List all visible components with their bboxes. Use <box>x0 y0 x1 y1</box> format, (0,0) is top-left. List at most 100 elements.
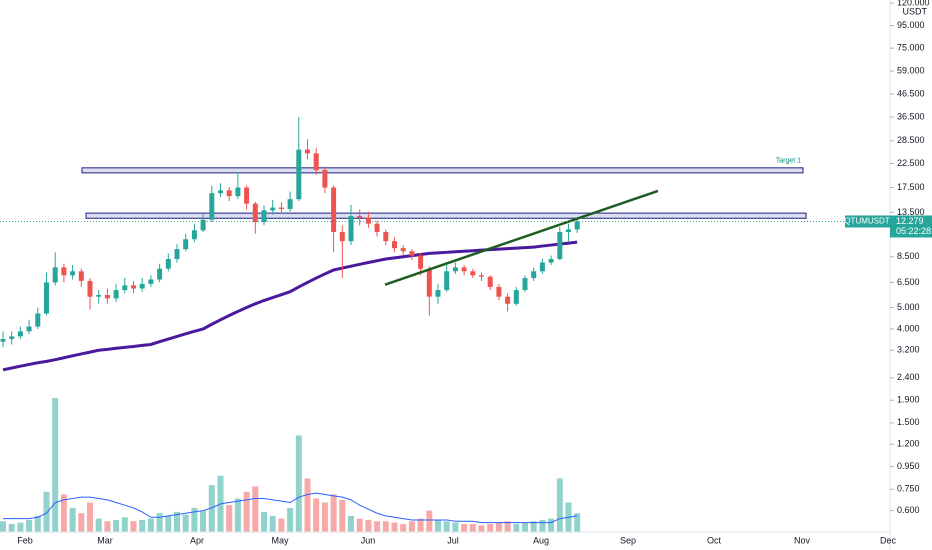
candle-body <box>96 294 102 297</box>
volume-bar <box>278 518 285 532</box>
zone <box>81 167 804 174</box>
volume-bar <box>191 507 198 532</box>
candle-body <box>400 248 406 252</box>
volume-bar <box>574 513 581 532</box>
zone-label: Target 1 <box>776 158 801 165</box>
volume-bar <box>52 398 59 532</box>
candle-body <box>566 229 571 233</box>
candle-body <box>0 339 6 342</box>
volume-bar <box>208 485 215 532</box>
candle-body <box>78 271 84 281</box>
volume-bar <box>43 491 50 532</box>
volume-bar <box>182 514 189 532</box>
candle-body <box>139 283 145 289</box>
candle-body <box>374 223 380 233</box>
volume-bar <box>408 521 415 532</box>
volume-bar <box>0 521 6 532</box>
volume-bar <box>156 513 163 532</box>
x-tick-label: Mar <box>97 535 113 545</box>
volume-bar <box>548 518 555 532</box>
candle-body <box>9 336 15 340</box>
candle-body <box>305 149 310 154</box>
plot-area: Target 1 <box>0 117 890 532</box>
y-tick-label: 0.950 <box>897 461 920 471</box>
candle-body <box>157 268 163 280</box>
y-tick-label: 2.400 <box>897 372 920 382</box>
candle-body <box>17 331 23 337</box>
y-tick-label: 4.000 <box>897 323 920 333</box>
volume-bar <box>556 478 563 532</box>
candle-body <box>61 267 67 276</box>
y-tick-label: 1.500 <box>897 417 920 427</box>
volume-bar <box>121 517 128 532</box>
candle-body <box>392 241 397 249</box>
volume-bar <box>252 486 259 532</box>
volume-bar <box>78 513 85 532</box>
candle-body <box>104 294 110 299</box>
x-tick-label: Jun <box>361 535 376 545</box>
volume-bar <box>330 494 337 532</box>
candle-body <box>244 187 250 204</box>
candle-body <box>70 271 76 276</box>
volume-bar <box>261 511 267 532</box>
candle-body <box>270 207 276 211</box>
volume-bar <box>426 510 433 532</box>
y-tick-label: 36.500 <box>897 112 925 122</box>
candle-body <box>418 255 424 269</box>
x-tick-label: Dec <box>880 535 897 545</box>
volume-bar <box>113 519 120 532</box>
y-tick-label: 13.500 <box>897 207 925 217</box>
volume-bar <box>243 491 250 532</box>
volume-bar <box>400 523 407 532</box>
y-tick-label: 95.000 <box>897 20 925 30</box>
volume-bar <box>147 518 154 532</box>
volume-bar <box>382 521 389 532</box>
volume-bar <box>287 507 294 532</box>
candle-body <box>313 153 319 171</box>
price-scale <box>890 0 932 550</box>
candle-body <box>522 278 528 291</box>
volume-bar <box>26 519 33 532</box>
volume-bar <box>174 511 180 532</box>
candle-body <box>52 267 58 283</box>
volume-bar <box>165 515 172 532</box>
y-tick-label: 75.000 <box>897 43 925 53</box>
volume-bar <box>60 494 67 532</box>
volume-bar <box>522 522 528 532</box>
candle-body <box>26 326 32 332</box>
x-tick-label: Apr <box>190 535 204 545</box>
volume-bar <box>452 522 459 532</box>
y-tick-label: 59.000 <box>897 66 925 76</box>
volume-bar <box>17 522 24 532</box>
x-tick-label: Oct <box>707 535 722 545</box>
candle-body <box>496 286 502 297</box>
y-tick-label: 3.200 <box>897 345 920 355</box>
candle-body <box>296 149 302 200</box>
volume-bar <box>356 518 363 532</box>
y-tick-label: 5.000 <box>897 302 920 312</box>
candle-body <box>122 285 128 291</box>
y-tick-label: 1.900 <box>897 395 920 405</box>
candle-body <box>191 230 197 240</box>
candle-body <box>548 258 554 263</box>
candle-body <box>452 267 458 272</box>
candle-body <box>218 190 223 194</box>
volume-bar <box>391 522 398 532</box>
volume-bar <box>417 518 424 532</box>
price-tag <box>890 215 932 238</box>
candle-body <box>44 282 49 314</box>
candle-body <box>235 187 241 197</box>
candle-body <box>287 199 293 209</box>
candle-body <box>357 216 363 218</box>
candle-body <box>383 232 389 242</box>
volume-bar <box>539 519 546 532</box>
candle-body <box>461 267 467 272</box>
volume-bar <box>34 515 41 532</box>
volume-bar <box>321 502 328 532</box>
candle-body <box>487 276 493 287</box>
volume-bar <box>95 518 102 532</box>
volume-bar <box>200 510 207 532</box>
volume-bar <box>443 521 450 532</box>
candle-body <box>539 262 545 272</box>
moving-average <box>3 492 578 524</box>
